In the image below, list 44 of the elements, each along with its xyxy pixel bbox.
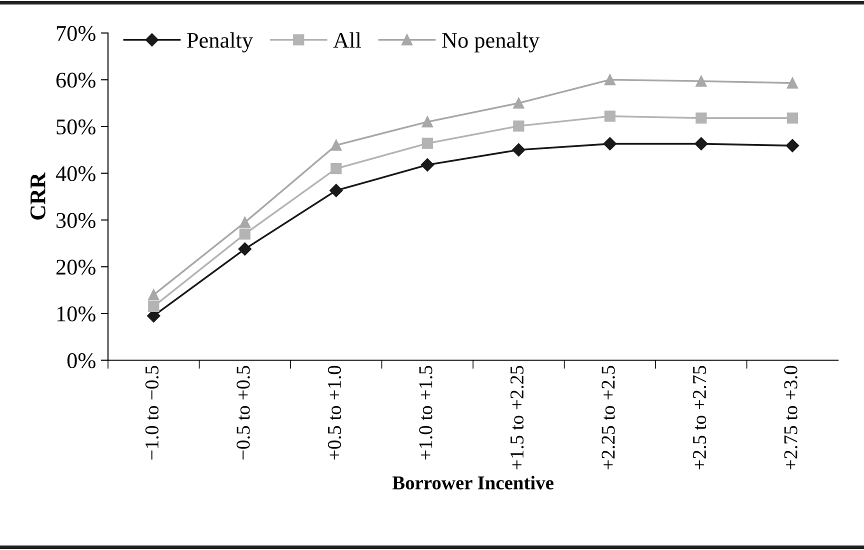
point	[239, 216, 250, 228]
x-tick-label: +2.5 to +2.75	[692, 366, 706, 470]
point	[420, 158, 434, 172]
point	[330, 163, 342, 174]
point	[148, 289, 160, 300]
point	[696, 112, 707, 124]
x-tick-label: +1.0 to +1.5	[419, 366, 432, 460]
legend-label: All	[333, 32, 362, 48]
x-tick-label: −0.5 to +0.5	[236, 366, 250, 460]
x-tick-label: +2.75 to +3.0	[784, 366, 798, 470]
point	[694, 137, 708, 150]
point	[422, 116, 433, 128]
x-tick-label: +2.25 to +2.5	[602, 366, 615, 470]
point	[603, 137, 617, 150]
y-tick-label: 0%	[67, 353, 96, 368]
point	[422, 138, 433, 149]
x-axis-title: Borrower Incentive	[392, 476, 554, 490]
point	[330, 184, 343, 198]
legend-label: Penalty	[187, 32, 253, 52]
point	[148, 300, 160, 312]
legend-label: No penalty	[442, 32, 540, 52]
point	[696, 76, 707, 87]
point	[786, 139, 800, 152]
y-tick-label: 10%	[57, 306, 96, 322]
point	[239, 228, 250, 240]
point	[513, 120, 524, 132]
point	[604, 110, 616, 122]
x-tick-label: +0.5 to +1.0	[328, 366, 342, 460]
y-tick-label: 60%	[56, 72, 96, 88]
point	[512, 143, 526, 156]
point	[513, 98, 524, 109]
point	[786, 77, 798, 89]
point	[330, 140, 342, 151]
y-tick-label: 50%	[56, 119, 96, 134]
point	[604, 74, 616, 86]
y-tick-label: 70%	[56, 26, 96, 41]
point	[786, 112, 798, 124]
x-tick-label: −1.0 to −0.5	[145, 366, 159, 460]
point	[238, 242, 252, 256]
y-axis-title: CRR	[30, 172, 46, 220]
y-tick-label: 20%	[56, 260, 96, 275]
y-tick-label: 30%	[56, 212, 96, 228]
x-tick-label: +1.5 to +2.25	[510, 366, 524, 470]
y-tick-label: 40%	[56, 166, 96, 182]
